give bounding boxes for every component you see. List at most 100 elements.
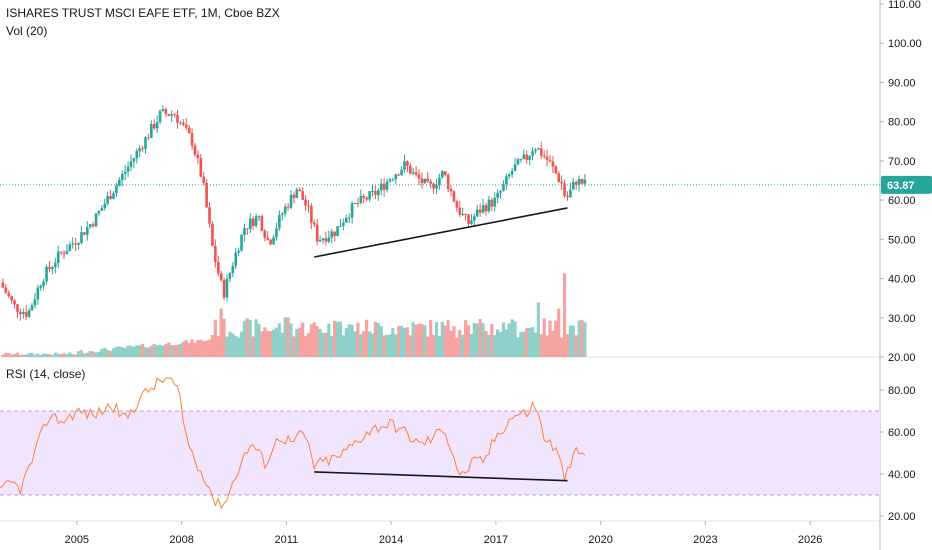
candle-body (420, 178, 424, 184)
candle-body (45, 266, 48, 282)
volume-bar (50, 354, 54, 357)
candle-body (496, 192, 499, 198)
volume-bar (56, 353, 60, 357)
candle-body (385, 181, 389, 190)
volume-bar (135, 345, 139, 357)
candle-body (554, 166, 558, 174)
volume-bar (481, 323, 485, 357)
volume-bar (65, 354, 69, 357)
candle-body (350, 203, 354, 218)
candle-body (275, 228, 278, 238)
time-tick-label: 2005 (65, 534, 89, 546)
candle-body (115, 185, 118, 194)
volume-bar (100, 348, 104, 357)
candle-body (260, 216, 264, 231)
candle-body (336, 226, 339, 237)
volume-bar (431, 335, 436, 357)
candle-body (458, 207, 462, 215)
time-tick-label: 2026 (798, 534, 822, 546)
candle-body (158, 110, 162, 122)
candle-body (347, 217, 351, 219)
candle-body (525, 154, 529, 160)
candle-body (141, 148, 144, 150)
volume-bar (385, 334, 389, 357)
candle-body (112, 193, 115, 200)
volume-bar (170, 345, 174, 357)
volume-bar (420, 323, 424, 357)
volume-bar (146, 347, 151, 357)
price-tick-label: 90.00 (888, 77, 916, 89)
candle-body (539, 148, 543, 156)
volume-bar (565, 334, 570, 357)
volume-bar (458, 329, 462, 357)
volume-bar (190, 339, 194, 357)
price-tick-label: 40.00 (888, 274, 916, 286)
candle-body (379, 183, 383, 191)
volume-bar (228, 331, 232, 357)
volume-bar (175, 344, 180, 357)
price-tick-label: 100.00 (888, 38, 922, 50)
candle-body (406, 161, 409, 166)
candle-body (231, 265, 235, 274)
candle-body (65, 250, 69, 255)
candle-body (187, 127, 191, 134)
volume-bar (114, 346, 119, 357)
candle-body (484, 205, 488, 212)
candle-body (83, 232, 86, 235)
rsi-band (0, 411, 880, 495)
volume-bar (59, 354, 63, 357)
candle-body (481, 205, 485, 213)
candle-body (129, 161, 133, 167)
candle-body (435, 184, 438, 189)
volume-bar (394, 334, 398, 357)
volume-bar (367, 331, 372, 357)
candle-body (243, 228, 246, 235)
volume-bar (138, 345, 142, 357)
volume-bar (196, 340, 200, 357)
candle-body (403, 161, 406, 170)
volume-bar (234, 335, 238, 357)
candle-body (371, 191, 374, 193)
volume-bar (516, 337, 520, 357)
volume-bars (1, 273, 587, 357)
candle-body (330, 231, 334, 238)
candle-body (571, 182, 575, 190)
volume-bar (248, 319, 252, 357)
time-tick-label: 2023 (693, 534, 717, 546)
volume-bar (335, 321, 340, 357)
volume-bar (315, 326, 319, 357)
candle-body (557, 173, 561, 182)
candle-body (531, 151, 534, 156)
volume-bar (452, 326, 456, 357)
volume-bar (359, 334, 363, 357)
candle-body (356, 202, 360, 204)
rsi-tick-label: 20.00 (888, 511, 916, 523)
volume-bar (76, 351, 81, 357)
volume-bar (103, 347, 107, 357)
volume-bar (18, 354, 22, 357)
volume-bar (202, 341, 206, 357)
volume-bar (414, 324, 418, 357)
candle-body (452, 191, 456, 202)
candle-body (56, 251, 60, 264)
volume-bar (10, 354, 14, 357)
candle-body (577, 178, 581, 185)
volume-bar (149, 345, 153, 357)
volume-bar (245, 318, 249, 357)
volume-bar (344, 328, 348, 357)
volume-bar (303, 336, 308, 357)
volume-bar (484, 331, 488, 357)
volume-bar (140, 343, 145, 357)
volume-bar (568, 325, 572, 357)
candle-body (24, 312, 28, 317)
candle-body (499, 190, 502, 193)
volume-bar (434, 322, 439, 357)
candle-body (211, 223, 214, 246)
candle-body (39, 285, 43, 288)
candle-body (298, 189, 302, 192)
candle-body (144, 137, 147, 150)
candle-body (234, 252, 238, 266)
volume-bar (525, 328, 529, 357)
candle-body (583, 179, 587, 184)
